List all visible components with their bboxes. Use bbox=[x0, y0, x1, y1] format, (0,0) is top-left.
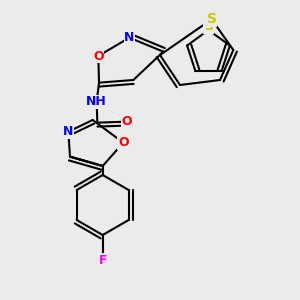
Text: O: O bbox=[93, 50, 104, 62]
Text: O: O bbox=[122, 115, 132, 128]
Text: NH: NH bbox=[86, 95, 107, 108]
Text: S: S bbox=[204, 20, 213, 34]
Text: S: S bbox=[207, 12, 217, 26]
Text: O: O bbox=[118, 136, 129, 149]
Text: N: N bbox=[63, 125, 74, 138]
Text: N: N bbox=[124, 31, 134, 44]
Text: F: F bbox=[98, 254, 107, 266]
